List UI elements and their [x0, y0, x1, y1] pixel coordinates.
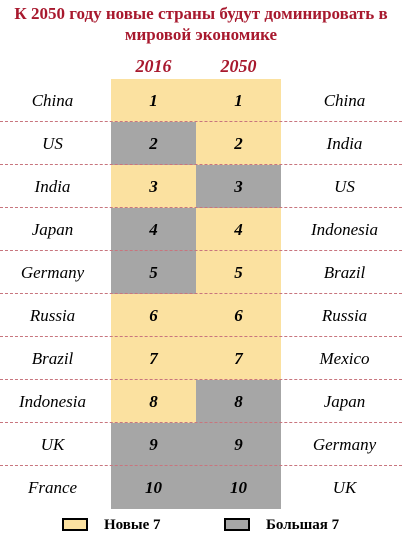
legend-label-big7: Большая 7 [266, 517, 340, 533]
country-2016: UK [40, 435, 65, 454]
country-2016: Germany [20, 263, 85, 282]
legend-swatch-new7 [62, 518, 88, 531]
rank-2050-cell: 8 [196, 380, 281, 423]
rank-2050-cell: 5 [196, 251, 281, 294]
rank-2050-cell: 10 [196, 466, 281, 509]
row-divider [0, 207, 402, 208]
column-header-2050: 2050 [220, 56, 257, 76]
table-row: Brazil 7 7 Mexico [0, 337, 402, 380]
rank-2016-cell: 2 [111, 122, 196, 165]
row-divider [0, 121, 402, 122]
country-2050: Brazil [323, 263, 366, 282]
row-divider [0, 250, 402, 251]
rank-2050-cell: 9 [196, 423, 281, 466]
country-2016: Indonesia [18, 392, 87, 411]
row-divider [0, 336, 402, 337]
chart-title: К 2050 году новые страны будут доминиров… [14, 4, 388, 44]
rank-2016-cell: 7 [111, 337, 196, 380]
row-divider [0, 293, 402, 294]
rank-2016-cell: 1 [111, 79, 196, 122]
country-2050: Russia [321, 306, 368, 325]
table-row: Japan 4 4 Indonesia [0, 208, 402, 251]
country-2050: India [326, 134, 363, 153]
table-row: Russia 6 6 Russia [0, 294, 402, 337]
country-2050: Mexico [319, 349, 370, 368]
rank-2050-cell: 6 [196, 294, 281, 337]
table-row: Indonesia 8 8 Japan [0, 380, 402, 423]
country-2050: China [323, 91, 366, 110]
table-row: India 3 3 US [0, 165, 402, 208]
table-row: France 10 10 UK [0, 466, 402, 509]
rank-2016-cell: 9 [111, 423, 196, 466]
rank-2050-cell: 2 [196, 122, 281, 165]
table-row: UK 9 9 Germany [0, 423, 402, 466]
rank-2050-cell: 1 [196, 79, 281, 122]
country-2050: US [334, 177, 355, 196]
country-2016: US [42, 134, 63, 153]
country-2050: UK [332, 478, 357, 497]
country-2050: Japan [323, 392, 366, 411]
rank-2016-cell: 4 [111, 208, 196, 251]
row-divider [0, 164, 402, 165]
table-row: Germany 5 5 Brazil [0, 251, 402, 294]
country-2050: Indonesia [310, 220, 379, 239]
row-divider [0, 422, 402, 423]
country-2016: Japan [31, 220, 74, 239]
row-divider [0, 379, 402, 380]
country-2016: France [27, 478, 78, 497]
table-row: China 1 1 China [0, 79, 402, 122]
rank-2050-cell: 3 [196, 165, 281, 208]
row-divider [0, 465, 402, 466]
country-2050: Germany [312, 435, 377, 454]
country-2016: Russia [29, 306, 76, 325]
rank-2050-cell: 7 [196, 337, 281, 380]
legend: Новые 7 Большая 7 [0, 515, 402, 535]
column-header-2016: 2016 [135, 56, 172, 76]
rank-2016-cell: 8 [111, 380, 196, 423]
country-2016: India [34, 177, 71, 196]
rank-2016-cell: 10 [111, 466, 196, 509]
rank-2050-cell: 4 [196, 208, 281, 251]
rank-2016-cell: 5 [111, 251, 196, 294]
table-row: US 2 2 India [0, 122, 402, 165]
country-2016: China [31, 91, 74, 110]
rank-2016-cell: 3 [111, 165, 196, 208]
legend-label-new7: Новые 7 [104, 517, 161, 533]
rank-2016-cell: 6 [111, 294, 196, 337]
country-2016: Brazil [31, 349, 74, 368]
legend-swatch-big7 [224, 518, 250, 531]
